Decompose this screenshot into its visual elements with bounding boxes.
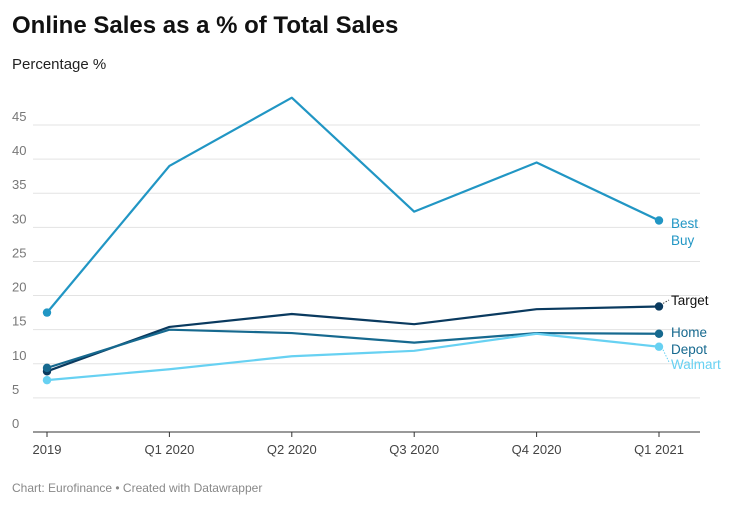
y-tick-label: 20 <box>12 280 26 295</box>
y-tick-label: 45 <box>12 109 26 124</box>
series-line <box>46 332 660 382</box>
label-connector <box>662 349 670 363</box>
line-chart: 0 5 10 15 20 25 30 35 40 45 2019 Q1 2020 Q2 2020 Q3 2… <box>12 96 721 457</box>
x-tick-label: Q3 2020 <box>389 442 439 457</box>
x-tick-label: Q2 2020 <box>267 442 317 457</box>
series-start-point <box>42 308 52 317</box>
y-tick-label: 40 <box>12 143 26 158</box>
series-start-point <box>42 363 52 373</box>
series-label: Best <box>671 216 698 231</box>
x-tick-label: Q1 2021 <box>634 442 684 457</box>
y-tick-label: 0 <box>12 416 19 431</box>
chart-subtitle: Percentage % <box>12 56 107 73</box>
series-label: Target <box>671 293 709 308</box>
series-end-point <box>654 302 664 311</box>
x-tick-label: 2019 <box>33 442 62 457</box>
label-connector <box>662 299 670 304</box>
y-tick-label: 35 <box>12 177 26 192</box>
series-end-point <box>654 342 664 351</box>
y-tick-label: 10 <box>12 348 26 363</box>
x-tick-label: Q4 2020 <box>512 442 562 457</box>
x-tick-label: Q1 2020 <box>144 442 194 457</box>
series-end-point <box>654 329 664 338</box>
series-label: Home <box>671 325 707 340</box>
y-tick-label: 15 <box>12 314 26 329</box>
y-tick-label: 5 <box>12 382 19 397</box>
y-tick-label: 30 <box>12 211 26 226</box>
series-end-point <box>654 216 664 225</box>
series-start-point <box>42 375 52 385</box>
series-line <box>46 96 660 314</box>
series-line <box>46 305 660 373</box>
series-label: Buy <box>671 233 695 248</box>
series-line <box>46 328 660 369</box>
series-label: Depot <box>671 342 707 357</box>
series-label: Walmart <box>671 357 721 372</box>
y-tick-label: 25 <box>12 245 26 260</box>
chart-footer: Chart: Eurofinance • Created with Datawr… <box>12 481 263 495</box>
chart-title: Online Sales as a % of Total Sales <box>12 12 399 39</box>
